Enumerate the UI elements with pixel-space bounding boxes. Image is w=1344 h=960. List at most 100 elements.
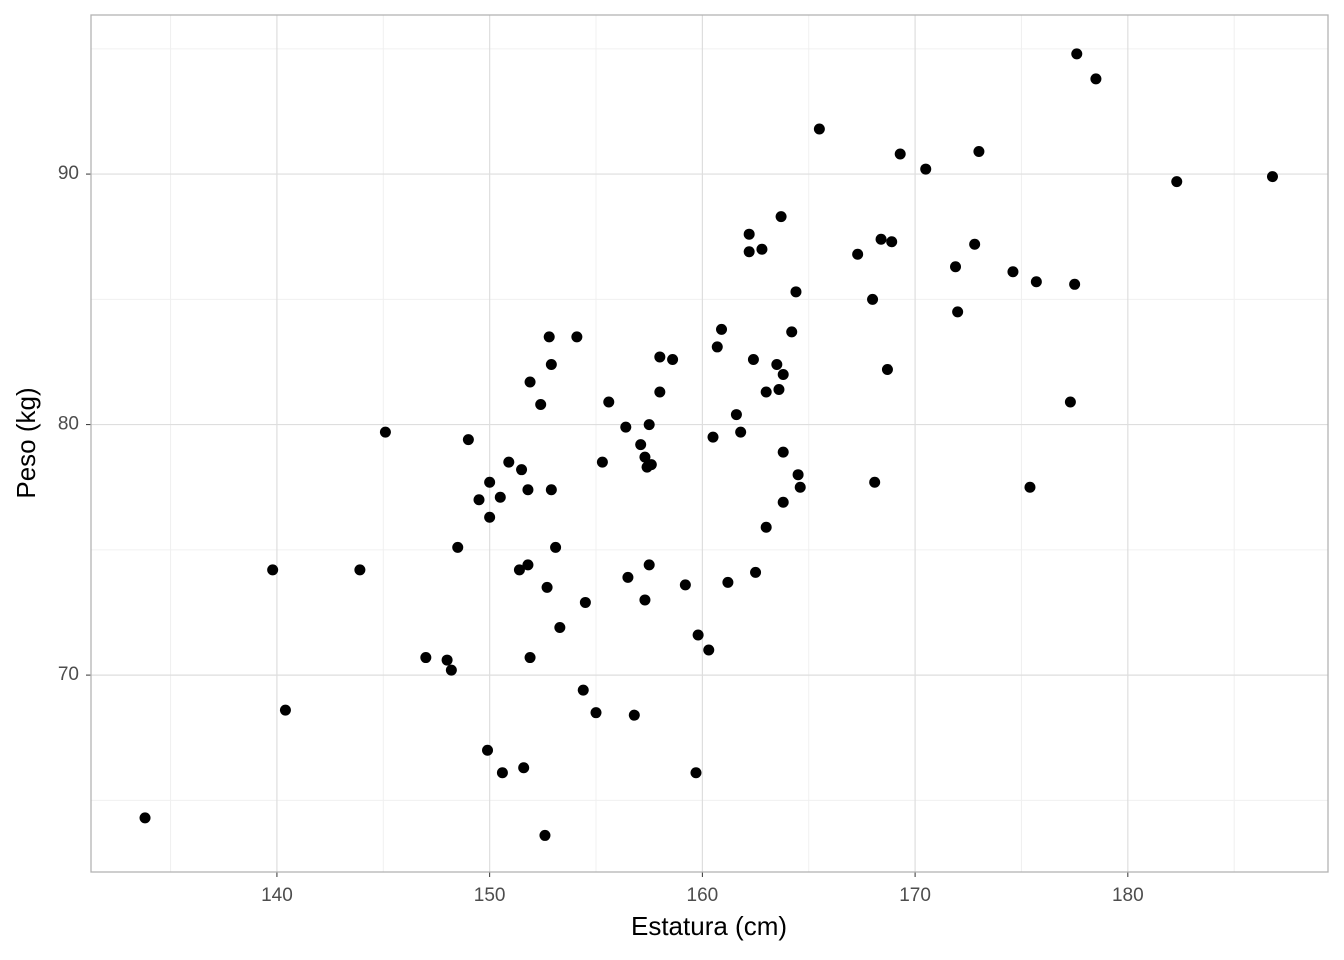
point [743, 246, 755, 258]
point [867, 293, 879, 305]
point [473, 494, 485, 506]
point [760, 521, 772, 533]
point [535, 399, 547, 411]
point [786, 326, 798, 338]
point [654, 386, 666, 398]
point [577, 684, 589, 696]
point [445, 664, 457, 676]
point [579, 596, 591, 608]
point [730, 409, 742, 421]
point [950, 261, 962, 273]
point [639, 451, 651, 463]
point [484, 511, 496, 523]
point [869, 476, 881, 488]
x-axis-title: Estatura (cm) [631, 911, 787, 941]
point [550, 541, 562, 553]
point [773, 384, 785, 396]
point [620, 421, 632, 433]
point [920, 163, 932, 175]
point [790, 286, 802, 298]
point [703, 644, 715, 656]
point [603, 396, 615, 408]
point [711, 341, 723, 353]
point [1069, 278, 1081, 290]
point [1007, 266, 1019, 278]
point [518, 762, 530, 774]
point [622, 571, 634, 583]
point [743, 228, 755, 240]
point [482, 744, 494, 756]
y-tick-label: 80 [58, 414, 79, 435]
point [852, 248, 864, 260]
point [777, 446, 789, 458]
point [667, 353, 679, 365]
point [750, 566, 762, 578]
point [771, 358, 783, 370]
y-tick-label: 90 [58, 163, 79, 184]
point [747, 353, 759, 365]
point [452, 541, 464, 553]
point [707, 431, 719, 443]
point [524, 652, 536, 664]
point [690, 767, 702, 779]
point [645, 459, 657, 471]
point [973, 146, 985, 158]
point [1064, 396, 1076, 408]
point [554, 622, 566, 634]
point [524, 376, 536, 388]
point [420, 652, 432, 664]
point [775, 211, 787, 223]
point [513, 564, 525, 576]
point [886, 236, 898, 248]
point [1171, 176, 1183, 188]
point [792, 469, 804, 481]
x-tick-label: 160 [687, 885, 719, 906]
point [522, 484, 534, 496]
point [441, 654, 453, 666]
point [952, 306, 964, 318]
x-tick-label: 140 [261, 885, 293, 906]
point [716, 323, 728, 335]
point [643, 559, 655, 571]
point [692, 629, 704, 641]
point [484, 476, 496, 488]
point [539, 829, 551, 841]
point [354, 564, 366, 576]
point [969, 238, 981, 250]
point [1024, 481, 1036, 493]
point [379, 426, 391, 438]
point [635, 439, 647, 451]
point [777, 496, 789, 508]
point [462, 434, 474, 446]
x-tick-label: 170 [899, 885, 931, 906]
point [494, 491, 506, 503]
y-tick-label: 70 [58, 664, 79, 685]
point [639, 594, 651, 606]
point [875, 233, 887, 245]
point [794, 481, 806, 493]
point [267, 564, 279, 576]
point [496, 767, 508, 779]
point [139, 812, 151, 824]
point [679, 579, 691, 591]
panel-border [90, 14, 1329, 873]
point [1030, 276, 1042, 288]
y-axis-title: Peso (kg) [11, 387, 41, 498]
point [643, 419, 655, 431]
point [596, 456, 608, 468]
point [503, 456, 515, 468]
point [881, 363, 893, 375]
point [571, 331, 583, 343]
point [760, 386, 772, 398]
point [279, 704, 291, 716]
point [1266, 171, 1278, 183]
point [590, 707, 602, 719]
point [813, 123, 825, 135]
point [654, 351, 666, 363]
point [545, 484, 557, 496]
point [1090, 73, 1102, 85]
point [894, 148, 906, 160]
point [541, 581, 553, 593]
point [516, 464, 528, 476]
